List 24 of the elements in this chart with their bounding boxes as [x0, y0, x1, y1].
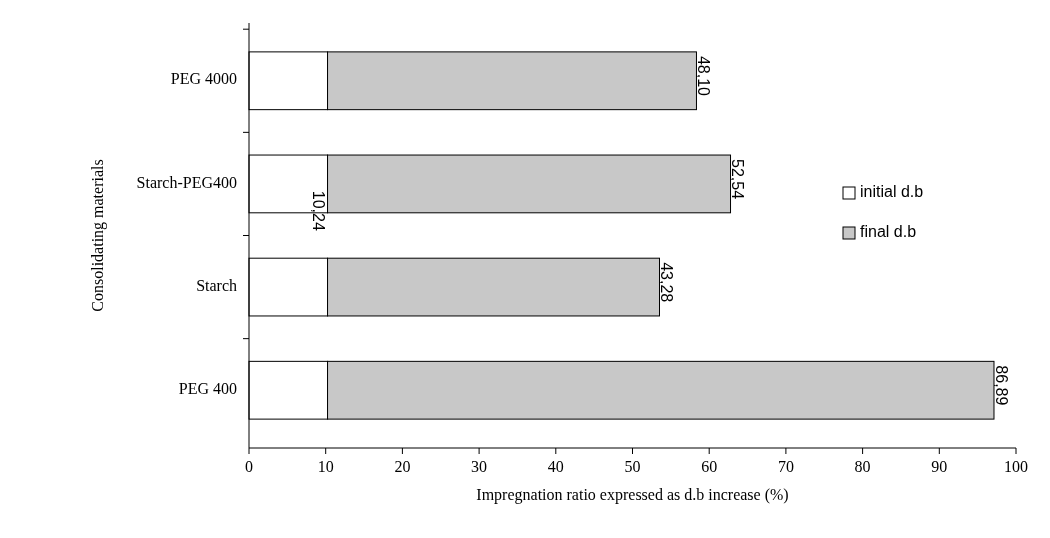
data-label: 43,28 — [658, 262, 676, 303]
data-label: 10,24 — [310, 190, 328, 231]
data-label: 48,10 — [695, 55, 713, 97]
y-tick-label: Starch — [196, 276, 237, 294]
y-axis-title: Consolidating materials — [89, 159, 107, 312]
x-tick-label: 0 — [245, 458, 253, 475]
y-tick-label: Starch-PEG400 — [136, 173, 237, 191]
x-tick-label: 80 — [854, 458, 871, 475]
y-tick-label: PEG 4000 — [170, 70, 237, 88]
x-tick-label: 60 — [701, 458, 718, 475]
x-tick-label: 100 — [1004, 458, 1028, 475]
legend-label: initial d.b — [860, 183, 924, 201]
x-tick-label: 30 — [471, 458, 488, 475]
x-tick-label: 10 — [317, 458, 334, 475]
x-tick-label: 90 — [931, 458, 948, 475]
y-tick-label: PEG 400 — [178, 379, 237, 397]
x-axis-title: Impregnation ratio expressed as d.b increase (%) — [476, 486, 789, 504]
data-label: 52,54 — [729, 159, 747, 200]
data-label: 86,89 — [992, 365, 1010, 406]
x-tick-label: 50 — [624, 458, 641, 475]
x-tick-label: 40 — [547, 458, 564, 475]
x-tick-label: 70 — [777, 458, 794, 475]
x-tick-label: 20 — [394, 458, 411, 475]
legend-label: final d.b — [860, 223, 917, 241]
